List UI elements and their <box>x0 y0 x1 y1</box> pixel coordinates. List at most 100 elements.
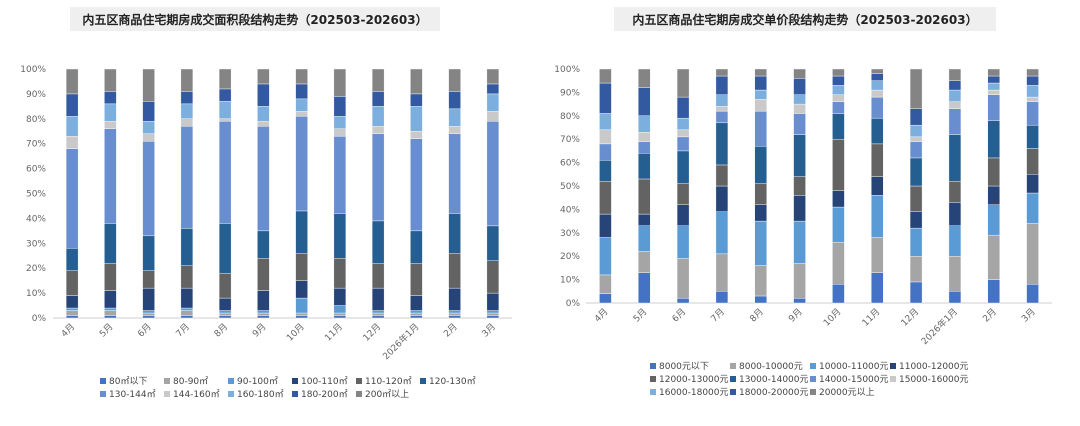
bar-segment-90-100 <box>65 307 79 311</box>
bar-segment-80 <box>257 315 270 319</box>
legend-label: 13000-14000元 <box>739 375 809 385</box>
bar-segment-10000-11000 <box>715 211 729 255</box>
bar-segment-16000-18000 <box>1026 85 1039 98</box>
bar-segment-120-130 <box>180 228 194 266</box>
bar-segment-20000 <box>871 68 884 74</box>
bar-segment-80-90 <box>180 310 194 316</box>
bar-segment-80-90 <box>410 312 423 316</box>
bar-segment-200 <box>410 68 423 95</box>
bar-segment-80 <box>180 315 194 319</box>
bar-segment-18000-20000 <box>987 75 1000 84</box>
bar-segment-13000-14000 <box>987 120 1000 159</box>
bar-segment-15000-16000 <box>871 89 884 98</box>
bar-segment-100-110 <box>295 280 308 299</box>
bar-segment-10000-11000 <box>832 206 845 243</box>
bar-segment-180-200 <box>218 88 232 102</box>
x-tick-label: 10月 <box>821 306 843 328</box>
y-tick-label: 30% <box>560 229 580 239</box>
bar-segment-130-144 <box>104 128 117 224</box>
bar-segment-110-120 <box>448 253 461 289</box>
bar-segment-120-130 <box>333 213 347 259</box>
bar-segment-20000 <box>948 68 962 81</box>
legend-swatch <box>420 378 426 384</box>
bar-segment-14000-15000 <box>638 141 651 154</box>
bar-segment-8000-10000 <box>754 265 767 297</box>
bar-segment-8000 <box>676 298 690 304</box>
x-tick-label: 9月 <box>250 321 268 339</box>
bar-segment-11000-12000 <box>948 202 962 226</box>
bar-segment-80-90 <box>486 312 500 316</box>
bar-segment-8000 <box>754 295 767 304</box>
bar-segment-180-200 <box>142 101 155 122</box>
bar-segment-11000-12000 <box>871 176 884 196</box>
bar-segment-12000-13000 <box>793 176 806 196</box>
legend-label: 8000-10000元 <box>739 362 803 372</box>
bar-segment-13000-14000 <box>832 113 845 140</box>
y-tick-label: 100% <box>20 65 46 75</box>
bar-segment-8000-10000 <box>715 253 729 292</box>
bar-segment-130-144 <box>295 116 308 212</box>
legend-label: 20000元以上 <box>819 387 875 398</box>
bar-segment-200 <box>295 68 308 85</box>
bar-segment-15000-16000 <box>793 103 806 114</box>
bar-segment-8000-10000 <box>871 237 884 273</box>
legend-swatch <box>292 378 298 384</box>
bar-segment-13000-14000 <box>793 134 806 177</box>
area-structure-chart: 内五区商品住宅期房成交面积段结构走势（202503-202603） 0% 10% 2… <box>20 7 512 400</box>
y-tick-label: 20% <box>26 264 46 274</box>
bar-segment-12000-13000 <box>676 183 690 205</box>
bar-segment-200 <box>65 68 79 95</box>
bar-segment-16000-18000 <box>754 89 767 100</box>
bar-segment-11000-12000 <box>754 204 767 222</box>
bar-segment-80-90 <box>104 310 117 316</box>
bar-segment-130-144 <box>180 126 194 229</box>
y-tick-label: 70% <box>560 135 580 145</box>
bar-segment-200 <box>257 68 270 85</box>
bar-segment-20000 <box>793 68 806 79</box>
unit-price-structure-chart: 内五区商品住宅期房成交单价段结构走势（202503-202603） 0% 10% 2… <box>554 7 1052 398</box>
bar-segment-15000-16000 <box>832 94 845 102</box>
y-tick-label: 90% <box>560 88 580 98</box>
bar-segment-180-200 <box>104 91 117 105</box>
x-tick-label: 12月 <box>361 321 383 343</box>
bar-segment-11000-12000 <box>638 213 651 226</box>
bar-segment-18000-20000 <box>715 75 729 95</box>
bar-segment-200 <box>333 68 347 97</box>
bar-segment-10000-11000 <box>793 220 806 264</box>
bar-segment-15000-16000 <box>676 129 690 138</box>
bar-segment-18000-20000 <box>909 108 923 126</box>
bar-segment-90-100 <box>104 307 117 311</box>
legend-swatch <box>650 376 656 382</box>
bar-segment-10000-11000 <box>599 237 612 276</box>
bar-segment-100-110 <box>104 290 117 309</box>
bar-segment-110-120 <box>218 272 232 299</box>
bar-segment-144-160 <box>448 126 461 134</box>
bar-segment-16000-18000 <box>948 89 962 102</box>
bar-segment-16000-18000 <box>793 94 806 105</box>
bar-segment-120-130 <box>104 223 117 264</box>
bar-segment-80-90 <box>65 310 79 316</box>
bar-segment-130-144 <box>410 138 423 232</box>
x-tick-label: 6月 <box>670 306 688 324</box>
bar-segment-80-90 <box>142 312 155 316</box>
legend-swatch <box>228 391 234 397</box>
bar-segment-15000-16000 <box>599 129 612 145</box>
x-tick-label: 7月 <box>709 306 727 324</box>
bar-segment-200 <box>218 68 232 90</box>
legend-label: 160-180㎡ <box>237 389 284 400</box>
bar-segment-90-100 <box>486 310 500 314</box>
bar-segment-200 <box>180 68 194 92</box>
legend-swatch <box>890 363 896 369</box>
bar-segment-180-200 <box>410 93 423 107</box>
bar-segment-10000-11000 <box>754 220 767 266</box>
bar-segment-130-144 <box>486 121 500 227</box>
bar-segment-11000-12000 <box>1026 174 1039 194</box>
bar-segment-160-180 <box>486 93 500 112</box>
bar-segment-90-100 <box>257 310 270 314</box>
bar-segment-15000-16000 <box>638 131 651 142</box>
bar-segment-180-200 <box>448 91 461 110</box>
y-tick-label: 50% <box>560 182 580 192</box>
bar-segment-100-110 <box>180 287 194 309</box>
bar-segment-110-120 <box>65 270 79 296</box>
legend-label: 100-110㎡ <box>301 376 348 387</box>
